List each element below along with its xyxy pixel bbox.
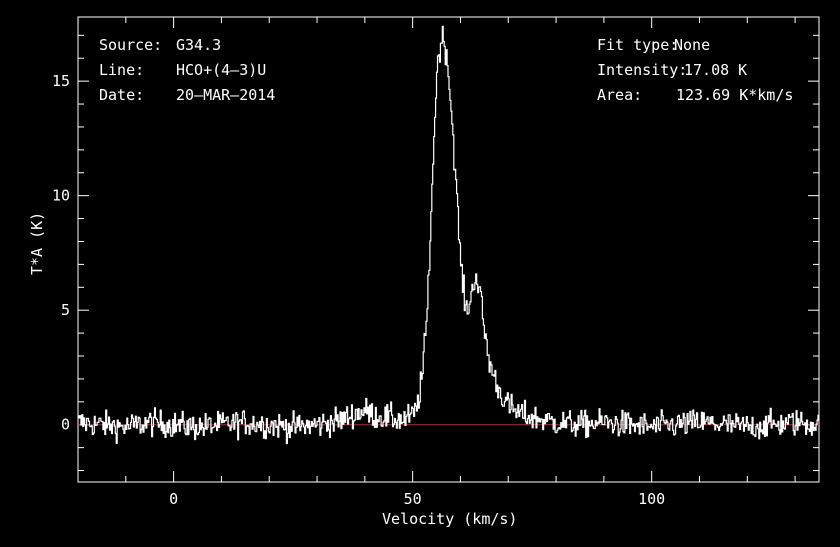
spectrum-trace (78, 25, 819, 445)
y-tick-label: 0 (61, 416, 70, 434)
line-key: Line: (99, 61, 145, 79)
date-value: 20–MAR–2014 (176, 86, 276, 104)
source-key: Source: (99, 36, 163, 54)
y-tick-label: 10 (52, 187, 70, 205)
fit-type-key: Fit type: (597, 36, 679, 54)
area-key: Area: (597, 86, 643, 104)
date-key: Date: (99, 86, 145, 104)
intensity-key: Intensity: (597, 61, 688, 79)
x-tick-label: 100 (638, 490, 665, 508)
intensity-value: 17.08 K (684, 61, 748, 79)
x-axis-label: Velocity (km/s) (382, 510, 518, 528)
x-tick-label: 50 (404, 490, 422, 508)
y-tick-label: 15 (52, 72, 70, 90)
plot-frame (77, 16, 820, 483)
y-axis-label: T*A (K) (28, 211, 46, 275)
line-value: HCO+(4–3)U (176, 61, 267, 79)
source-value: G34.3 (176, 36, 222, 54)
y-tick-label: 5 (61, 301, 70, 319)
x-tick-label: 0 (169, 490, 178, 508)
area-value: 123.69 K*km/s (676, 86, 794, 104)
fit-type-value: None (674, 36, 711, 54)
